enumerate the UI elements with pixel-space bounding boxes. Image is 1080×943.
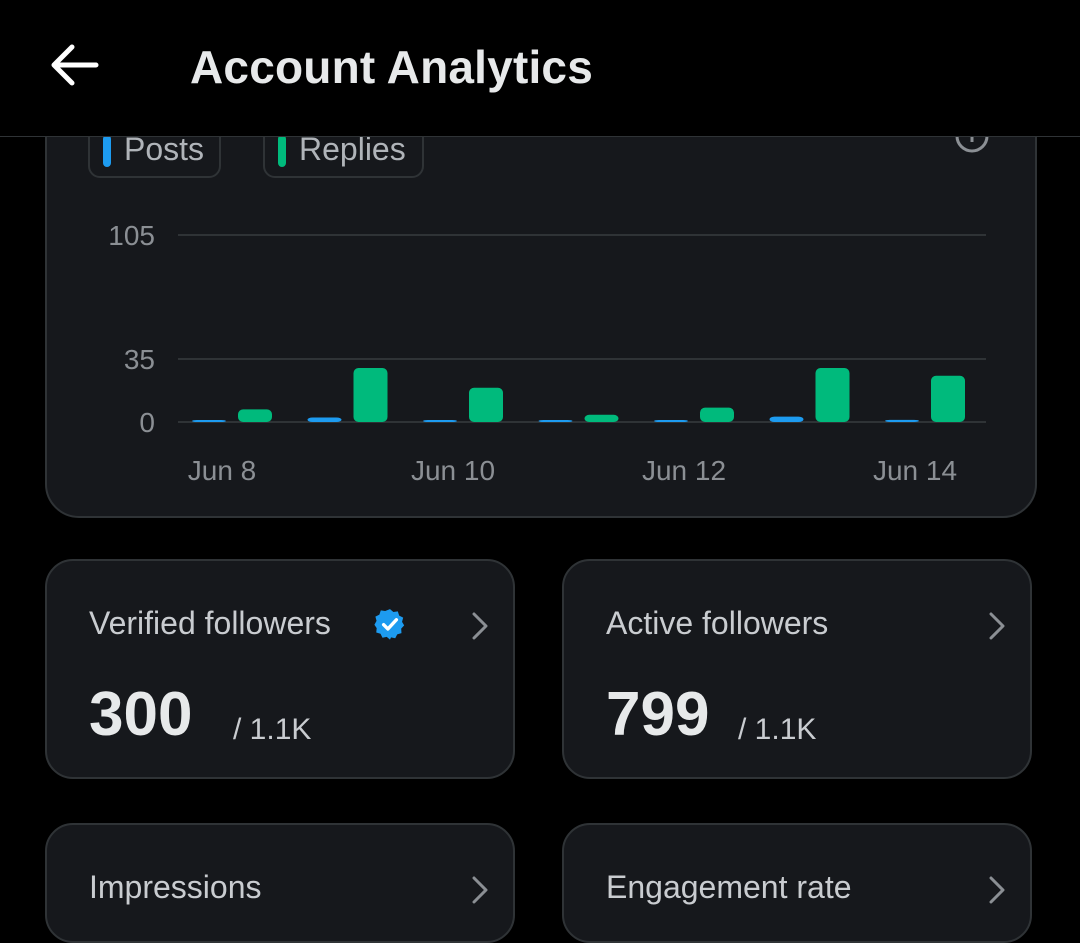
y-tick-label: 35 bbox=[124, 344, 155, 375]
active-followers-card[interactable]: Active followers 799 / 1.1K bbox=[562, 559, 1032, 779]
active-followers-label: Active followers bbox=[606, 605, 829, 641]
engagement-rate-card[interactable]: Engagement rate bbox=[562, 823, 1032, 943]
active-followers-value: 799 bbox=[606, 680, 710, 749]
top-bar: Account Analytics bbox=[0, 0, 1080, 137]
verified-followers-label: Verified followers bbox=[89, 605, 331, 641]
active-followers-total: / 1.1K bbox=[738, 713, 817, 746]
x-tick-label: Jun 10 bbox=[411, 455, 495, 486]
verified-followers-total: / 1.1K bbox=[233, 713, 312, 746]
posts-bar bbox=[423, 420, 457, 422]
legend-replies-swatch bbox=[278, 135, 286, 167]
posts-bar bbox=[769, 416, 804, 422]
verified-badge-icon bbox=[374, 609, 405, 640]
posts-bar bbox=[654, 420, 688, 422]
chevron-right-icon bbox=[472, 876, 488, 904]
y-tick-label: 0 bbox=[139, 407, 155, 438]
chevron-right-icon bbox=[989, 876, 1005, 904]
replies-bar bbox=[238, 409, 272, 422]
bar-chart: 0 35 105 Jun 8 Jun 10 Jun 12 Jun 14 bbox=[108, 220, 986, 486]
legend-posts-label: Posts bbox=[124, 131, 205, 167]
verified-followers-card[interactable]: Verified followers 300 / 1.1K bbox=[45, 559, 515, 779]
chevron-right-icon bbox=[989, 612, 1005, 640]
replies-bar bbox=[931, 375, 965, 422]
impressions-card[interactable]: Impressions bbox=[45, 823, 515, 943]
chevron-right-icon bbox=[472, 612, 488, 640]
replies-bar bbox=[815, 368, 850, 422]
posts-bar bbox=[885, 419, 919, 422]
posts-bar bbox=[307, 417, 342, 422]
back-arrow-icon[interactable] bbox=[48, 38, 102, 92]
x-tick-label: Jun 14 bbox=[873, 455, 957, 486]
replies-bar bbox=[469, 387, 503, 422]
replies-bar bbox=[353, 368, 388, 422]
x-tick-label: Jun 12 bbox=[642, 455, 726, 486]
legend-posts-swatch bbox=[103, 135, 111, 167]
x-tick-label: Jun 8 bbox=[188, 455, 257, 486]
replies-bar bbox=[584, 414, 619, 422]
page-title: Account Analytics bbox=[190, 41, 594, 93]
y-tick-label: 105 bbox=[108, 220, 155, 251]
legend-replies-label: Replies bbox=[299, 131, 406, 167]
posts-bar bbox=[192, 420, 226, 422]
verified-followers-value: 300 bbox=[89, 680, 193, 749]
replies-bar bbox=[700, 407, 734, 422]
posts-bar bbox=[538, 420, 573, 422]
